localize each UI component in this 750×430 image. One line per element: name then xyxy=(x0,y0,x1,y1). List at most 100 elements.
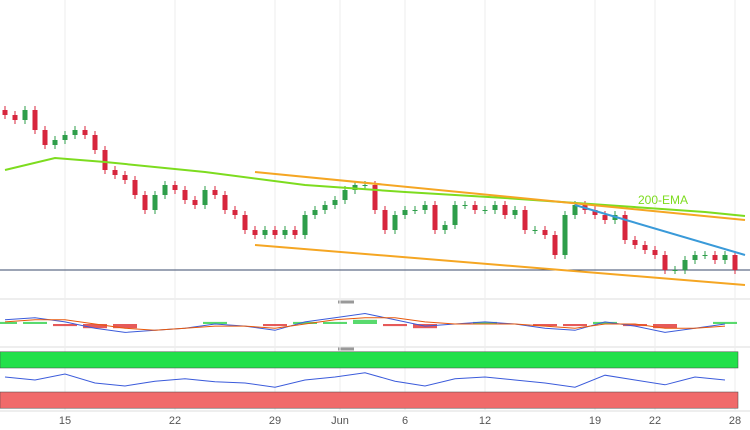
candle-body xyxy=(432,205,438,230)
trend-line xyxy=(254,171,746,221)
candle-body xyxy=(712,255,718,260)
candle-body xyxy=(252,230,258,235)
candle-body xyxy=(592,210,598,215)
candle-body xyxy=(92,135,98,150)
candle-body xyxy=(212,190,218,195)
macd-histogram-bar xyxy=(323,321,347,324)
candle-body xyxy=(412,210,418,211)
candle-body xyxy=(642,245,648,250)
candle-body xyxy=(452,205,458,225)
candle-body xyxy=(262,230,268,235)
candle-body xyxy=(722,255,728,260)
macd-histogram-bar xyxy=(263,324,287,327)
candle-body xyxy=(122,175,128,180)
candle-body xyxy=(602,215,608,220)
candle-body xyxy=(632,240,638,245)
trend-line xyxy=(574,204,746,256)
candle-body xyxy=(482,210,488,211)
x-tick-label: 28 xyxy=(729,415,741,427)
rsi-band xyxy=(0,351,739,369)
macd-histogram-bar xyxy=(623,324,647,327)
candle-body xyxy=(362,185,368,186)
candle-body xyxy=(272,230,278,235)
candle-body xyxy=(682,260,688,270)
candle-body xyxy=(22,110,28,120)
candle-body xyxy=(342,190,348,200)
candle-body xyxy=(622,215,628,240)
x-tick-label: 29 xyxy=(269,415,281,427)
candle-body xyxy=(232,210,238,215)
candle-body xyxy=(652,250,658,255)
candle-body xyxy=(52,140,58,145)
macd-histogram-bar xyxy=(353,319,377,324)
candle-body xyxy=(662,255,668,270)
x-tick-label: 22 xyxy=(649,415,661,427)
candle-body xyxy=(562,215,568,255)
candle-body xyxy=(462,205,468,206)
x-tick-label: 22 xyxy=(169,415,181,427)
candle-body xyxy=(472,205,478,210)
macd-histogram-bar xyxy=(713,321,737,324)
candle-body xyxy=(2,110,8,115)
macd-histogram-bar xyxy=(383,324,407,327)
candle-body xyxy=(182,190,188,200)
candle-body xyxy=(422,205,428,210)
macd-histogram-bar xyxy=(113,324,137,329)
x-tick-label: 15 xyxy=(59,415,71,427)
candle-body xyxy=(732,255,738,270)
candle-body xyxy=(12,115,18,120)
macd-histogram-bar xyxy=(563,324,587,327)
rsi-band xyxy=(0,391,739,409)
candle-body xyxy=(192,200,198,205)
macd-histogram-bar xyxy=(533,324,557,327)
ema-annotation: 200-EMA xyxy=(638,193,688,207)
x-tick-label: Jun xyxy=(331,415,349,427)
x-tick-label: 6 xyxy=(402,415,408,427)
candle-body xyxy=(502,205,508,215)
macd-histogram-bar xyxy=(0,321,17,324)
candle-body xyxy=(512,210,518,215)
candle-body xyxy=(62,135,68,140)
candle-body xyxy=(692,255,698,260)
candle-body xyxy=(442,225,448,230)
candle-body xyxy=(572,205,578,215)
candle-body xyxy=(672,270,678,271)
candle-body xyxy=(152,195,158,210)
candle-body xyxy=(142,195,148,210)
ema-line xyxy=(4,156,746,217)
candle-body xyxy=(382,210,388,230)
candle-body xyxy=(392,215,398,230)
x-tick-label: 12 xyxy=(479,415,491,427)
macd-histogram-bar xyxy=(473,321,497,324)
macd-signal-line xyxy=(4,317,726,331)
macd-histogram-bar xyxy=(653,324,677,329)
rsi-line xyxy=(4,372,726,388)
macd-histogram-bar xyxy=(593,321,617,324)
candle-body xyxy=(402,210,408,215)
candle-body xyxy=(132,180,138,195)
candle-body xyxy=(322,205,328,210)
candle-body xyxy=(82,130,88,135)
candle-body xyxy=(282,230,288,235)
candle-body xyxy=(522,210,528,230)
macd-histogram-bar xyxy=(53,324,77,327)
candle-body xyxy=(202,190,208,205)
candle-body xyxy=(32,110,38,130)
candle-body xyxy=(702,255,708,256)
candle-body xyxy=(172,185,178,190)
candle-body xyxy=(552,235,558,255)
candle-body xyxy=(292,230,298,235)
candle-body xyxy=(302,215,308,235)
candle-body xyxy=(72,130,78,135)
candle-body xyxy=(162,185,168,195)
candle-body xyxy=(332,200,338,205)
trend-line xyxy=(254,244,746,286)
candle-body xyxy=(102,150,108,170)
candle-body xyxy=(312,210,318,215)
candle-body xyxy=(42,130,48,145)
macd-histogram-bar xyxy=(203,321,227,324)
candle-body xyxy=(222,195,228,210)
candle-body xyxy=(532,230,538,231)
macd-histogram-bar xyxy=(83,324,107,329)
